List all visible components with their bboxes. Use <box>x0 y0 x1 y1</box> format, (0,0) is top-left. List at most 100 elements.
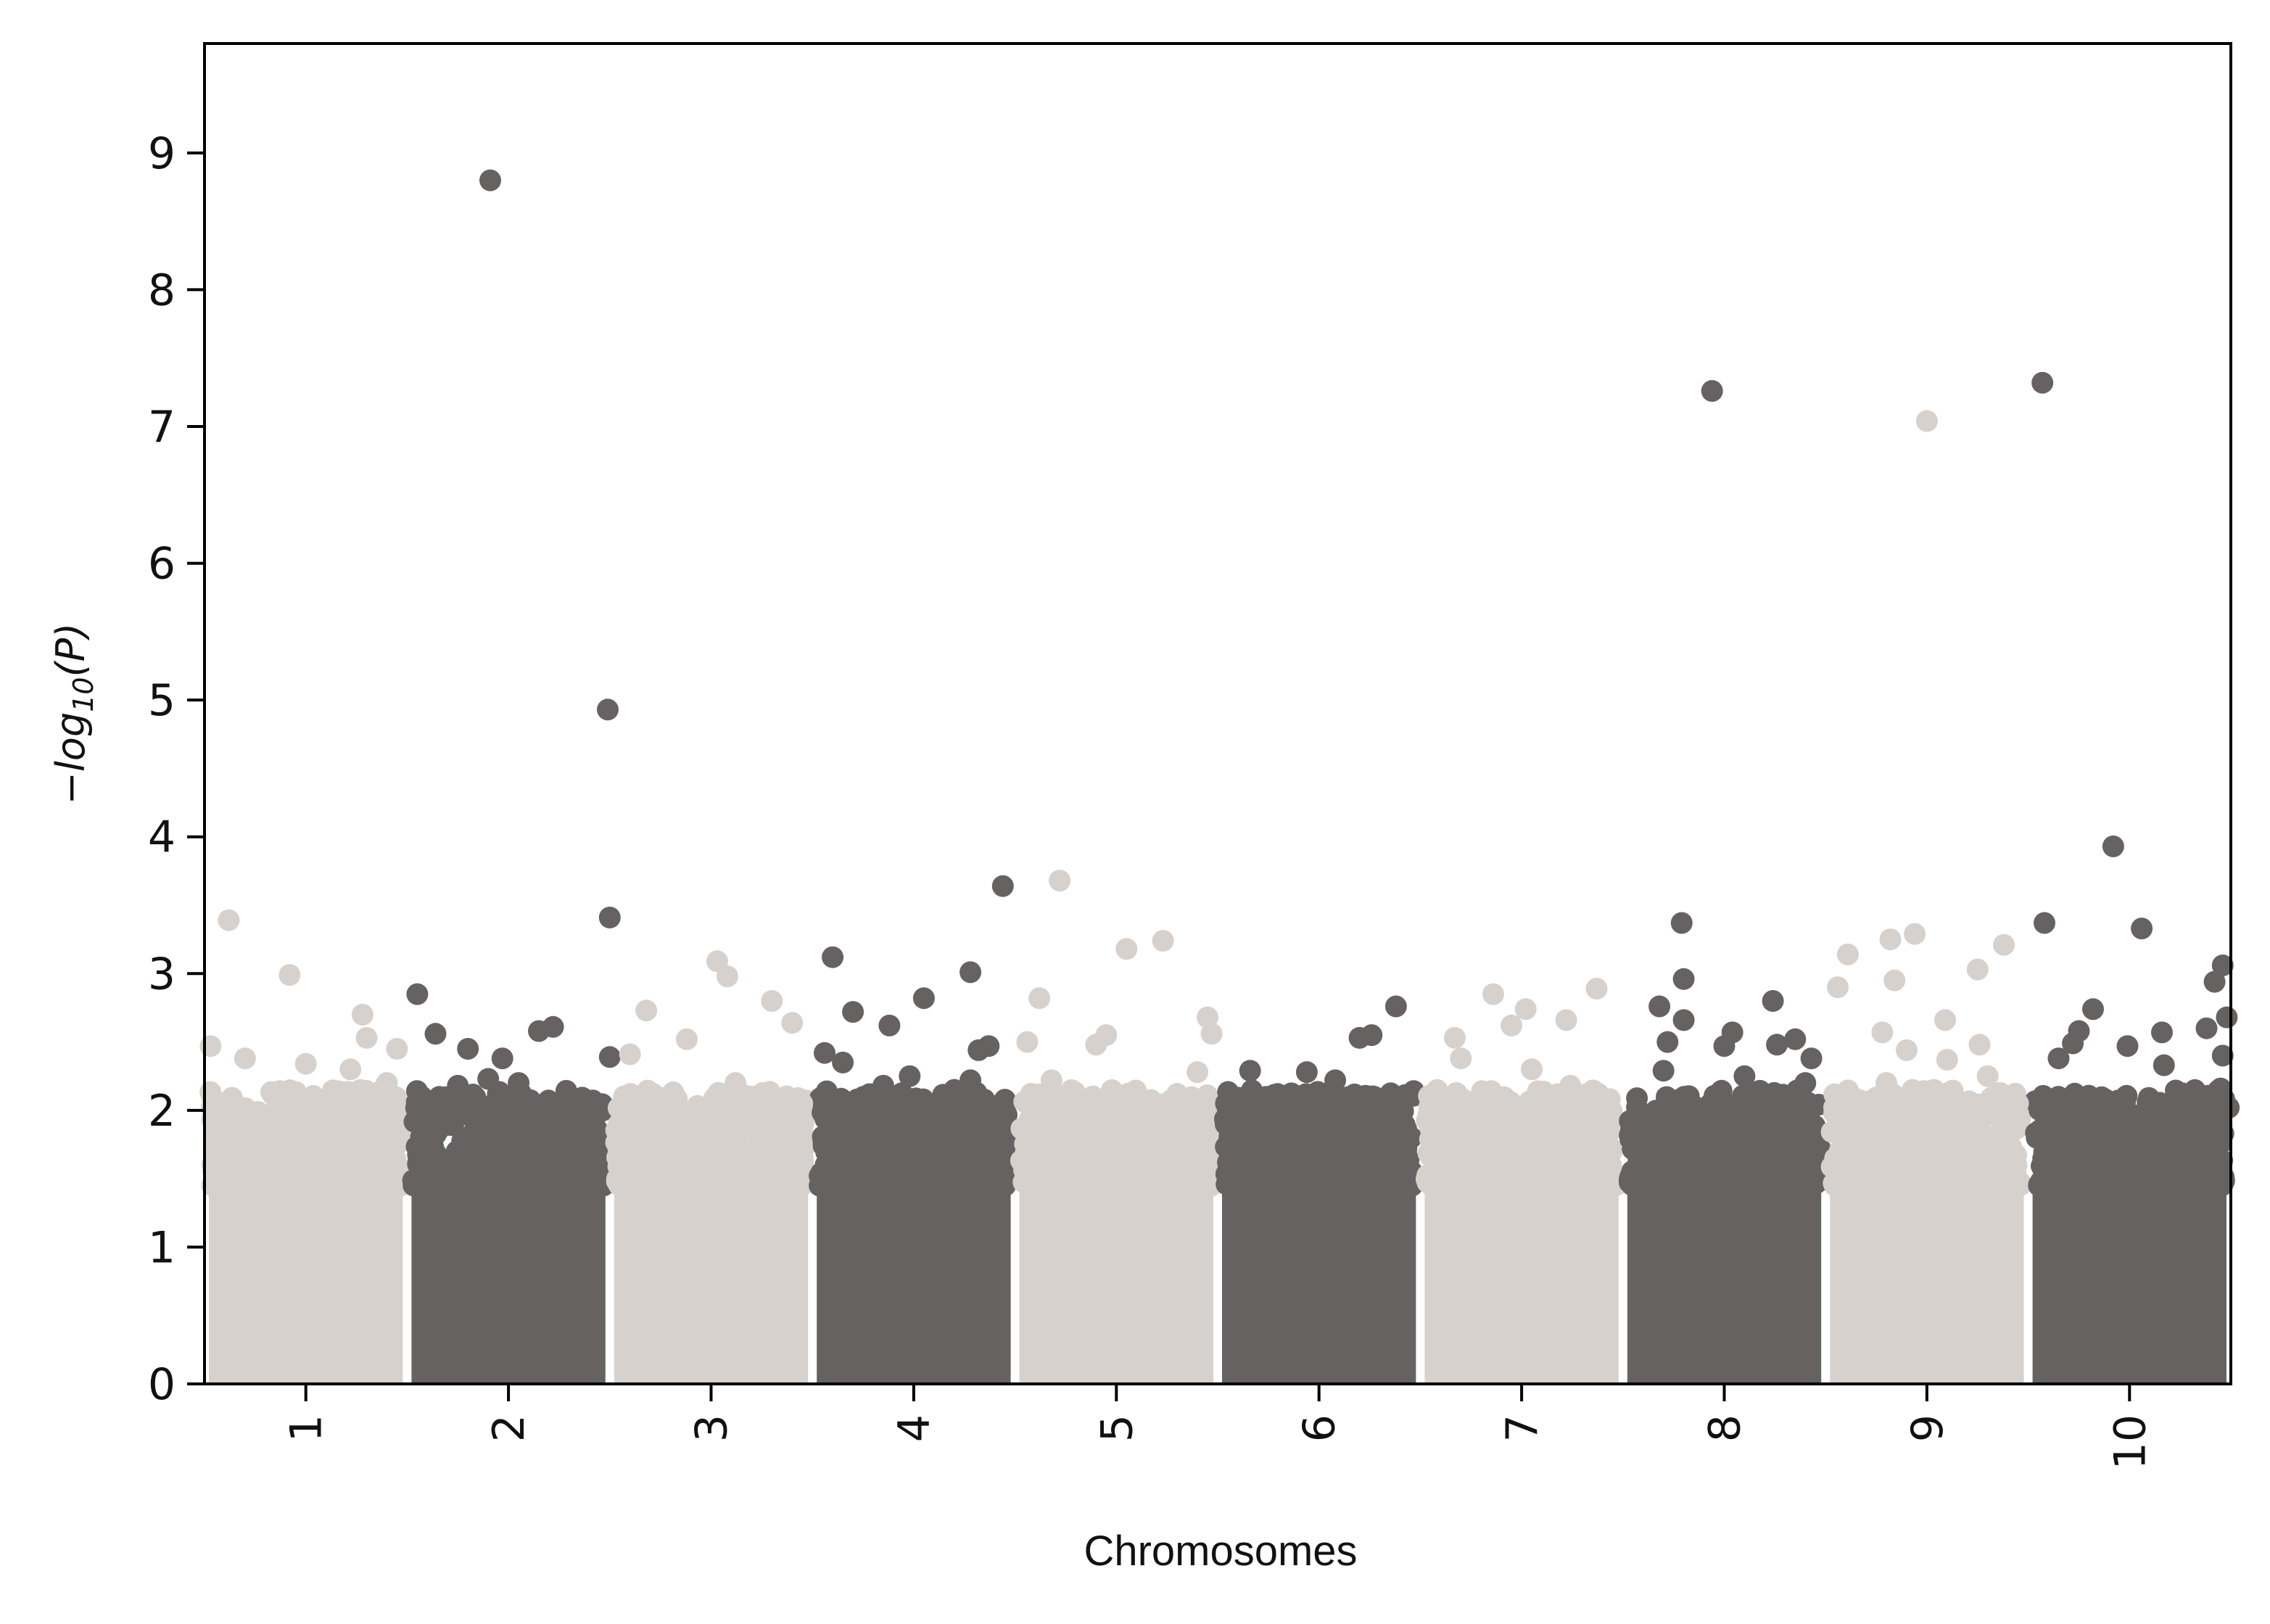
point-chr-9 <box>1993 933 2015 956</box>
x-tick-label: 3 <box>687 1414 738 1442</box>
point-bulk <box>1366 1102 1388 1124</box>
chromosome-core-8 <box>1627 1182 1822 1384</box>
y-tick-label: 9 <box>148 128 176 179</box>
point-bulk <box>640 1126 663 1149</box>
point-chr-2 <box>406 983 429 1005</box>
point-chr-6 <box>1361 1024 1383 1047</box>
point-bulk <box>750 1124 772 1146</box>
point-bulk <box>2148 1092 2171 1114</box>
point-chr-5 <box>1095 1024 1118 1047</box>
point-chr-1 <box>351 1003 373 1026</box>
x-tick-label: 4 <box>889 1414 940 1442</box>
point-bulk <box>2048 1091 2071 1113</box>
point-chr-8 <box>1784 1028 1807 1050</box>
point-bulk <box>1013 1159 1036 1182</box>
point-bulk <box>2059 1105 2081 1128</box>
point-chr-8 <box>1648 995 1671 1018</box>
point-chr-4 <box>832 1051 854 1073</box>
point-chr-9 <box>1976 1065 1999 1087</box>
point-chr-8 <box>1672 1009 1695 1031</box>
point-bulk <box>817 1149 840 1171</box>
chromosome-bulk-3 <box>605 1079 817 1384</box>
point-bulk <box>1385 1147 1408 1170</box>
point-chr-4 <box>878 1014 901 1036</box>
chromosome-bulk-2 <box>402 1079 615 1384</box>
point-bulk <box>849 1174 871 1197</box>
point-chr-2 <box>491 1047 513 1070</box>
point-bulk <box>1489 1137 1511 1160</box>
point-bulk <box>1556 1156 1578 1178</box>
point-bulk <box>1925 1090 1947 1113</box>
point-chr-4 <box>978 1035 1000 1058</box>
point-bulk <box>1627 1099 1649 1121</box>
point-bulk <box>959 1143 981 1166</box>
point-bulk <box>501 1157 524 1179</box>
point-chr-10 <box>2082 998 2104 1021</box>
point-bulk <box>1561 1109 1584 1131</box>
point-bulk <box>201 1108 223 1131</box>
point-chr-10 <box>2153 1054 2175 1076</box>
point-chr-3 <box>745 1086 767 1108</box>
point-chr-4 <box>991 875 1014 897</box>
point-chr-10 <box>2195 1017 2218 1039</box>
point-bulk <box>1432 1157 1455 1179</box>
point-chr-8 <box>1764 1099 1786 1121</box>
point-bulk <box>1801 1153 1823 1175</box>
point-chr-10 <box>2102 835 2124 857</box>
point-chr-2 <box>424 1023 447 1045</box>
point-bulk <box>529 1130 552 1153</box>
point-chr-7 <box>1559 1074 1582 1097</box>
point-bulk <box>384 1097 406 1119</box>
point-bulk <box>703 1087 725 1110</box>
point-bulk <box>1168 1160 1190 1182</box>
point-chr-3 <box>791 1092 814 1115</box>
point-bulk <box>691 1124 714 1146</box>
point-bulk <box>1786 1113 1809 1134</box>
point-bulk <box>493 1122 516 1145</box>
point-chr-1 <box>386 1038 408 1060</box>
point-chr-8 <box>1762 990 1784 1012</box>
point-bulk <box>641 1174 664 1197</box>
point-chr-10 <box>2203 970 2226 993</box>
point-bulk <box>1849 1097 1872 1120</box>
chromosome-core-6 <box>1222 1182 1416 1384</box>
point-chr-8 <box>1656 1031 1679 1053</box>
point-bulk <box>1825 1104 1847 1126</box>
point-chr-1 <box>234 1047 256 1070</box>
point-chr-3 <box>635 999 658 1022</box>
point-bulk <box>1796 1091 1819 1113</box>
point-bulk <box>1662 1154 1684 1176</box>
point-bulk <box>686 1095 709 1117</box>
point-bulk <box>1733 1108 1755 1131</box>
point-bulk <box>1389 1127 1411 1150</box>
point-chr-5 <box>1186 1061 1209 1084</box>
chromosome-bulk-8 <box>1618 1079 1831 1384</box>
point-bulk <box>2035 1141 2058 1163</box>
chromosome-core-9 <box>1830 1182 2024 1384</box>
point-chr-1 <box>294 1052 317 1075</box>
point-chr-9 <box>1968 1034 1991 1056</box>
point-bulk <box>2142 1153 2165 1175</box>
point-bulk <box>781 1131 804 1153</box>
point-bulk <box>1025 1085 1047 1108</box>
point-chr-2 <box>597 698 619 721</box>
point-bulk <box>961 1159 983 1182</box>
point-bulk <box>366 1142 388 1165</box>
point-chr-8 <box>1652 1060 1675 1082</box>
point-bulk <box>1858 1133 1881 1155</box>
point-bulk <box>2005 1155 2027 1178</box>
point-bulk <box>1709 1128 1732 1150</box>
point-chr-6 <box>1324 1069 1347 1092</box>
point-bulk <box>2142 1174 2164 1197</box>
chromosome-core-3 <box>614 1182 809 1384</box>
point-bulk <box>1020 1137 1042 1159</box>
point-chr-7 <box>1555 1009 1577 1031</box>
point-bulk <box>2114 1155 2137 1176</box>
point-chr-7 <box>1585 978 1608 999</box>
point-bulk <box>536 1157 558 1179</box>
point-bulk <box>244 1144 266 1166</box>
point-bulk <box>1691 1100 1713 1122</box>
point-chr-8 <box>1670 912 1693 934</box>
